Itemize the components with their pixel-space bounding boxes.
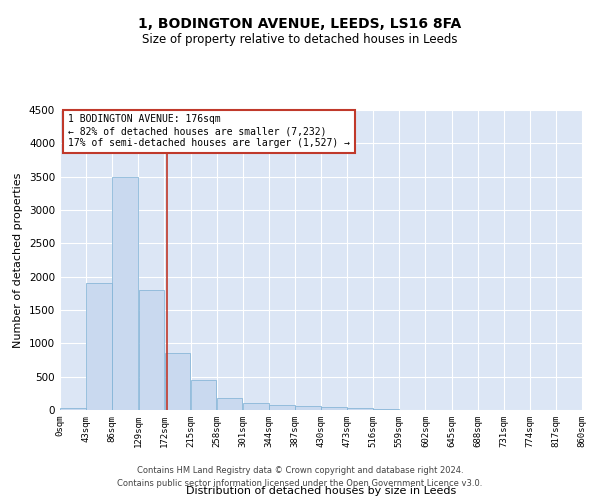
Bar — [321, 408, 347, 410]
Bar — [60, 408, 86, 410]
Text: 1 BODINGTON AVENUE: 176sqm
← 82% of detached houses are smaller (7,232)
17% of s: 1 BODINGTON AVENUE: 176sqm ← 82% of deta… — [68, 114, 350, 148]
Text: 1, BODINGTON AVENUE, LEEDS, LS16 8FA: 1, BODINGTON AVENUE, LEEDS, LS16 8FA — [139, 18, 461, 32]
Bar — [217, 398, 242, 410]
Bar — [295, 406, 321, 410]
Bar — [269, 405, 295, 410]
Text: Contains HM Land Registry data © Crown copyright and database right 2024.
Contai: Contains HM Land Registry data © Crown c… — [118, 466, 482, 487]
Bar — [164, 354, 190, 410]
Y-axis label: Number of detached properties: Number of detached properties — [13, 172, 23, 348]
Bar — [191, 380, 217, 410]
Bar — [139, 290, 164, 410]
Text: Size of property relative to detached houses in Leeds: Size of property relative to detached ho… — [142, 32, 458, 46]
Bar — [86, 284, 112, 410]
Bar — [112, 176, 138, 410]
Bar — [243, 404, 269, 410]
Bar — [347, 408, 373, 410]
X-axis label: Distribution of detached houses by size in Leeds: Distribution of detached houses by size … — [186, 486, 456, 496]
